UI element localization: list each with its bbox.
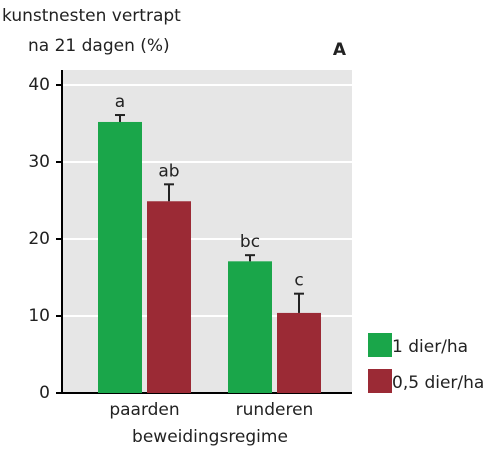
y-tick-label: 10 <box>28 306 50 326</box>
y-tick-label: 30 <box>28 152 50 172</box>
title-line: na 21 dagen (%) <box>28 36 170 56</box>
significance-letter: bc <box>240 232 260 252</box>
significance-letter: ab <box>158 161 179 181</box>
bar <box>98 121 142 394</box>
y-tick-label: 20 <box>28 229 50 249</box>
y-tick-label: 0 <box>39 383 50 403</box>
legend-swatch <box>368 369 392 393</box>
x-tick-label: runderen <box>236 400 314 420</box>
bar <box>228 261 272 393</box>
panel-label: A <box>333 40 347 60</box>
x-tick-label: paarden <box>109 400 179 420</box>
legend-label: 0,5 dier/ha <box>392 373 484 393</box>
x-axis-label: beweidingsregime <box>132 427 288 447</box>
significance-letter: a <box>115 92 125 112</box>
legend-swatch <box>368 333 392 357</box>
bar <box>147 201 191 393</box>
y-tick-label: 40 <box>28 75 50 95</box>
bar <box>277 312 321 393</box>
legend-label: 1 dier/ha <box>392 337 468 357</box>
title-line: kunstnesten vertrapt <box>2 6 181 26</box>
significance-letter: c <box>294 271 303 291</box>
